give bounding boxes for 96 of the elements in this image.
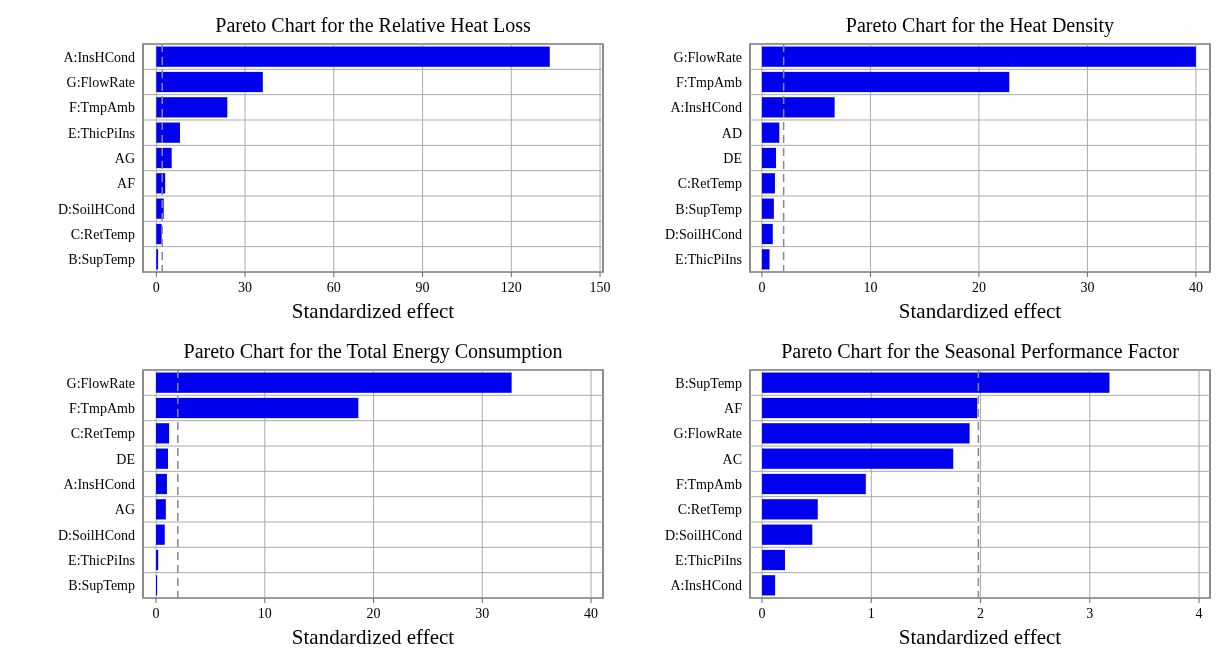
bar — [762, 575, 776, 596]
x-tick-label: 0 — [152, 606, 160, 621]
y-tick-label: F:TmpAmb — [68, 100, 135, 116]
y-tick-label: F:TmpAmb — [675, 74, 742, 90]
x-tick-label: 1 — [867, 606, 875, 621]
x-axis-title: Standardized effect — [898, 299, 1062, 323]
y-tick-label: AF — [724, 400, 743, 416]
bar — [761, 97, 835, 118]
bar — [762, 448, 954, 469]
chart-title: Pareto Chart for the Heat Density — [845, 14, 1115, 37]
chart-title: Pareto Chart for the Relative Heat Loss — [215, 14, 531, 36]
bar — [156, 473, 167, 495]
x-tick-label: 20 — [971, 280, 986, 295]
x-tick-label: 10 — [257, 606, 272, 621]
bar — [762, 524, 813, 545]
x-tick-label: 40 — [584, 606, 599, 621]
bar — [156, 448, 169, 469]
bar — [156, 46, 550, 67]
x-tick-label: 120 — [500, 280, 522, 295]
x-tick-label: 0 — [152, 280, 160, 295]
y-tick-label: AD — [721, 125, 742, 141]
y-tick-label: D:SoilHCond — [57, 201, 135, 217]
x-tick-label: 0 — [758, 280, 766, 295]
x-axis-title: Standardized effect — [291, 299, 455, 323]
y-tick-label: C:RetTemp — [70, 426, 135, 442]
bar — [762, 499, 818, 520]
bar — [761, 46, 1196, 67]
x-tick-label: 30 — [1080, 280, 1095, 295]
y-tick-label: C:RetTemp — [677, 176, 742, 192]
chart-title: Pareto Chart for the Seasonal Performance Factor — [781, 340, 1180, 362]
y-tick-label: D:SoilHCond — [57, 527, 135, 543]
bar — [156, 524, 165, 545]
bar — [761, 223, 773, 245]
bar — [156, 122, 180, 143]
y-tick-label: AG — [114, 150, 135, 166]
y-tick-label: G:FlowRate — [673, 49, 742, 65]
x-axis-title: Standardized effect — [898, 625, 1062, 649]
bar — [762, 397, 978, 419]
y-tick-label: G:FlowRate — [673, 426, 742, 442]
x-tick-label: 60 — [326, 280, 341, 295]
y-tick-label: B:SupTemp — [675, 201, 742, 217]
y-tick-label: D:SoilHCond — [664, 527, 742, 543]
y-tick-label: B:SupTemp — [675, 375, 742, 391]
bar — [156, 372, 512, 393]
bar — [156, 97, 228, 118]
x-tick-label: 40 — [1188, 280, 1203, 295]
x-tick-label: 0 — [758, 606, 766, 621]
bar — [762, 372, 1110, 393]
bar — [156, 147, 172, 169]
y-tick-label: AG — [114, 502, 135, 518]
bar — [156, 499, 166, 520]
bar — [156, 549, 159, 571]
x-tick-label: 3 — [1086, 606, 1094, 621]
bar — [761, 71, 1010, 93]
x-tick-label: 150 — [589, 280, 611, 295]
y-tick-label: C:RetTemp — [677, 502, 742, 518]
y-tick-label: E:ThicPiIns — [68, 552, 135, 568]
y-tick-label: D:SoilHCond — [664, 226, 742, 242]
bar — [761, 147, 777, 169]
x-tick-label: 4 — [1195, 606, 1203, 621]
y-tick-label: A:InsHCond — [670, 578, 742, 594]
y-tick-label: G:FlowRate — [66, 74, 135, 90]
x-axis-title: Standardized effect — [291, 625, 455, 649]
y-tick-label: F:TmpAmb — [675, 476, 742, 492]
bar — [762, 423, 970, 444]
y-tick-label: E:ThicPiIns — [675, 252, 742, 268]
bar — [761, 173, 775, 194]
x-tick-label: 10 — [863, 280, 878, 295]
bar — [761, 198, 774, 219]
y-tick-label: G:FlowRate — [66, 375, 135, 391]
y-tick-label: E:ThicPiIns — [68, 125, 135, 141]
x-tick-label: 20 — [366, 606, 381, 621]
x-tick-label: 30 — [475, 606, 490, 621]
y-tick-label: E:ThicPiIns — [675, 552, 742, 568]
bar — [156, 397, 359, 419]
bar — [156, 71, 263, 93]
chart-title: Pareto Chart for the Total Energy Consumption — [183, 340, 563, 363]
y-tick-label: A:InsHCond — [63, 476, 135, 492]
bar — [156, 423, 170, 444]
y-tick-label: B:SupTemp — [68, 252, 135, 268]
y-tick-label: C:RetTemp — [70, 226, 135, 242]
y-tick-label: DE — [116, 451, 135, 467]
bar — [762, 473, 866, 495]
x-tick-label: 90 — [415, 280, 430, 295]
x-tick-label: 2 — [977, 606, 985, 621]
y-tick-label: DE — [723, 150, 742, 166]
x-tick-label: 30 — [238, 280, 253, 295]
bar — [761, 122, 780, 143]
bar — [761, 249, 770, 270]
y-tick-label: A:InsHCond — [670, 100, 742, 116]
bar — [762, 549, 785, 571]
y-tick-label: AF — [117, 176, 136, 192]
y-tick-label: B:SupTemp — [68, 578, 135, 594]
y-tick-label: A:InsHCond — [63, 49, 135, 65]
y-tick-label: AC — [722, 451, 742, 467]
y-tick-label: F:TmpAmb — [68, 400, 135, 416]
